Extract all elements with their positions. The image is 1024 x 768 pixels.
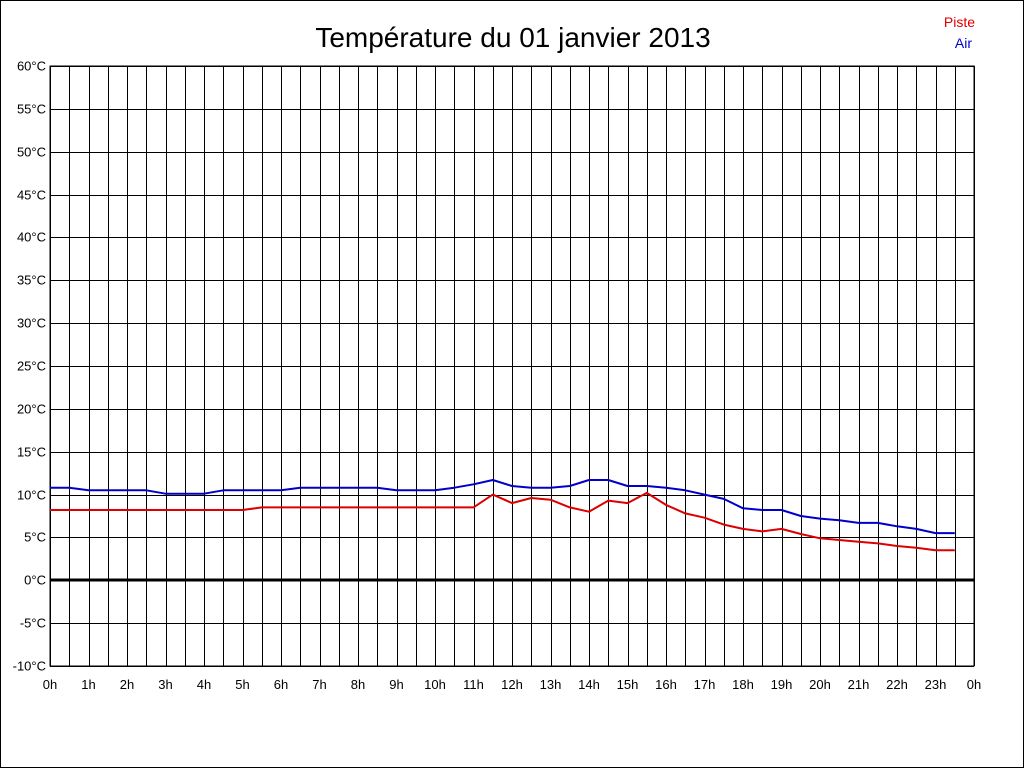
x-tick-label: 19h <box>771 677 793 692</box>
x-tick-label: 3h <box>158 677 172 692</box>
chart-title: Température du 01 janvier 2013 <box>315 22 710 53</box>
x-tick-label: 8h <box>351 677 365 692</box>
y-tick-label: -5°C <box>20 616 46 631</box>
x-tick-label: 5h <box>235 677 249 692</box>
x-tick-label: 23h <box>925 677 947 692</box>
series-line-piste <box>50 491 955 552</box>
y-tick-label: 35°C <box>17 273 46 288</box>
y-tick-label: 0°C <box>24 573 46 588</box>
x-tick-label: 16h <box>655 677 677 692</box>
y-tick-label: 45°C <box>17 188 46 203</box>
x-tick-label: 20h <box>809 677 831 692</box>
x-tick-label: 21h <box>848 677 870 692</box>
x-tick-label: 7h <box>312 677 326 692</box>
x-axis-tick-labels: 0h 1h 2h 3h 4h 5h 6h 7h 8h 9h 10h 11h 12h 13h 14h 15h 16… <box>43 677 981 692</box>
x-tick-label: 18h <box>732 677 754 692</box>
x-tick-label: 0h <box>967 677 981 692</box>
y-tick-label: 50°C <box>17 145 46 160</box>
y-tick-label: 5°C <box>24 530 46 545</box>
y-tick-label: 25°C <box>17 359 46 374</box>
y-tick-label: -10°C <box>13 659 46 674</box>
y-tick-label: 40°C <box>17 230 46 245</box>
x-tick-label: 14h <box>578 677 600 692</box>
x-tick-label: 2h <box>120 677 134 692</box>
x-tick-label: 9h <box>389 677 403 692</box>
legend-entry-piste: Piste <box>944 14 975 30</box>
x-tick-label: 10h <box>424 677 446 692</box>
x-tick-label: 1h <box>81 677 95 692</box>
x-tick-label: 22h <box>886 677 908 692</box>
y-tick-label: 10°C <box>17 488 46 503</box>
legend-entry-air: Air <box>955 35 972 51</box>
x-tick-label: 11h <box>463 677 484 692</box>
x-tick-label: 12h <box>501 677 523 692</box>
y-tick-label: 20°C <box>17 402 46 417</box>
y-axis-tick-labels: 60°C 55°C 50°C 45°C 40°C 35°C 30°C 25°C 20°C 15°C… <box>13 59 46 674</box>
y-tick-label: 60°C <box>17 59 46 74</box>
y-tick-label: 55°C <box>17 102 46 117</box>
x-tick-label: 4h <box>197 677 211 692</box>
series-lines <box>50 479 955 552</box>
y-tick-label: 30°C <box>17 316 46 331</box>
series-line-air <box>50 479 955 535</box>
grid-lines <box>49 65 975 667</box>
x-tick-label: 15h <box>617 677 639 692</box>
x-tick-label: 13h <box>540 677 562 692</box>
y-tick-label: 15°C <box>17 445 46 460</box>
x-tick-label: 17h <box>694 677 716 692</box>
x-tick-label: 0h <box>43 677 57 692</box>
x-tick-label: 6h <box>274 677 288 692</box>
